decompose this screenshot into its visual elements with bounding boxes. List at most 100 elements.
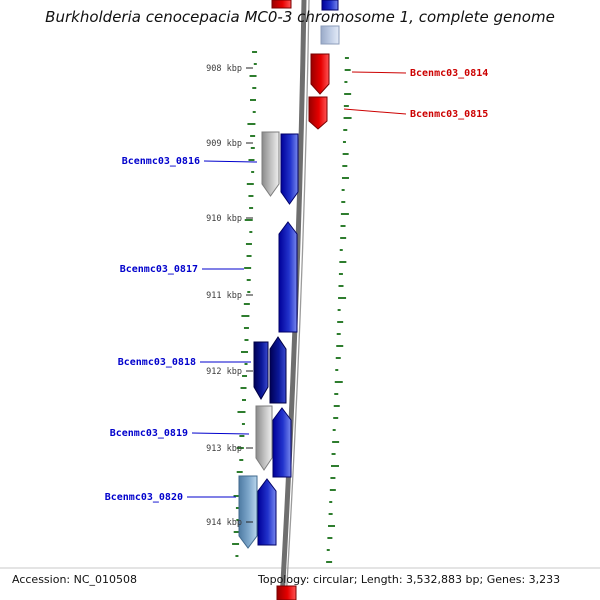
gene-arrow-unlabeled[interactable]: [261, 131, 280, 197]
gc-tick: [249, 231, 253, 233]
gc-tick: [244, 363, 248, 365]
gc-tick: [243, 303, 250, 305]
gene-label-Bcenmc03_0819[interactable]: Bcenmc03_0819: [110, 428, 188, 439]
gc-tick: [335, 369, 339, 371]
gc-tick: [336, 345, 344, 347]
gene-label-Bcenmc03_0816[interactable]: Bcenmc03_0816: [122, 156, 200, 167]
gene-label-leader: [343, 108, 407, 115]
ruler-label: 914 kbp: [206, 518, 242, 528]
gc-tick: [252, 87, 257, 89]
gc-tick: [330, 465, 339, 467]
gene-label-leader: [203, 160, 258, 163]
gene-label-leader: [191, 432, 250, 435]
gc-tick: [328, 513, 333, 515]
gc-tick: [246, 255, 252, 257]
gc-tick: [242, 399, 246, 401]
gene-callouts: Bcenmc03_0814 Bcenmc03_0815 Bcenmc03_0816 B…: [105, 68, 489, 503]
gc-tick: [340, 225, 346, 227]
gene-label-Bcenmc03_0814[interactable]: Bcenmc03_0814: [410, 68, 488, 79]
gene-arrow-unlabeled[interactable]: [276, 585, 297, 600]
gc-tick: [342, 141, 346, 143]
gc-tick: [241, 315, 250, 317]
ruler-label: 911 kbp: [206, 291, 242, 301]
gc-tick: [244, 339, 249, 341]
gc-tick: [252, 51, 258, 53]
gc-tick: [341, 177, 349, 179]
gene-arrow-unlabeled[interactable]: [271, 0, 292, 9]
gene-arrows: [238, 0, 340, 600]
gene-arrow-Bcenmc03_0818[interactable]: [253, 341, 269, 400]
gene-arrow-Bcenmc03_0814[interactable]: [310, 53, 330, 95]
gc-tick: [235, 555, 239, 557]
gc-tick: [327, 537, 333, 539]
gene-arrow-Bcenmc03_0817[interactable]: [278, 221, 298, 333]
gene-label-leader: [351, 71, 407, 74]
gc-tick: [246, 279, 251, 281]
gc-tick: [249, 207, 254, 209]
gene-arrow-Bcenmc03_0819[interactable]: [272, 407, 292, 478]
topology-status-text: Topology: circular; Length: 3,532,883 bp…: [258, 573, 561, 586]
gc-tick: [338, 273, 343, 275]
gc-tick: [236, 447, 244, 449]
gene-arrow-unlabeled[interactable]: [320, 25, 340, 45]
gc-content-track-right: [326, 57, 352, 563]
gc-tick: [340, 213, 349, 215]
gene-arrow-Bcenmc03_0816[interactable]: [280, 133, 299, 205]
gc-content-track-left: [232, 51, 258, 557]
gc-tick: [343, 129, 348, 131]
gc-tick: [239, 435, 245, 437]
gc-tick: [237, 411, 246, 413]
gc-tick: [338, 285, 344, 287]
gc-tick: [335, 357, 341, 359]
gene-label-Bcenmc03_0815[interactable]: Bcenmc03_0815: [410, 109, 488, 120]
gc-tick: [333, 405, 340, 407]
gc-tick: [242, 375, 248, 377]
gene-arrow-Bcenmc03_0820[interactable]: [238, 475, 258, 549]
gene-arrow-unlabeled[interactable]: [269, 336, 287, 404]
gc-tick: [247, 291, 251, 293]
page-title: Burkholderia cenocepacia MC0-3 chromosom…: [45, 8, 555, 26]
gc-tick: [341, 201, 346, 203]
gene-arrow-unlabeled[interactable]: [257, 478, 277, 546]
gene-arrow-unlabeled[interactable]: [255, 405, 273, 471]
gc-tick: [344, 57, 349, 59]
gc-tick: [245, 243, 252, 245]
gc-tick: [336, 333, 341, 335]
gc-tick: [241, 351, 249, 353]
gc-tick: [244, 219, 253, 221]
gc-tick: [342, 153, 349, 155]
gc-tick: [338, 297, 347, 299]
accession-status-text: Accession: NC_010508: [12, 573, 138, 586]
gene-arrow-Bcenmc03_0815[interactable]: [308, 96, 328, 130]
ruler-label: 908 kbp: [206, 64, 242, 74]
gc-tick: [250, 99, 256, 101]
gene-arrow-unlabeled[interactable]: [321, 0, 339, 11]
gc-tick: [328, 525, 336, 527]
gc-tick: [233, 495, 242, 497]
ruler-label: 912 kbp: [206, 367, 242, 377]
gc-tick: [344, 81, 348, 83]
gc-tick: [339, 261, 347, 263]
gc-tick: [341, 189, 345, 191]
gc-tick: [340, 237, 347, 239]
gc-tick: [339, 249, 343, 251]
gene-label-Bcenmc03_0817[interactable]: Bcenmc03_0817: [120, 264, 198, 275]
gc-tick: [239, 459, 244, 461]
gc-tick: [240, 387, 247, 389]
gene-label-Bcenmc03_0818[interactable]: Bcenmc03_0818: [118, 357, 196, 368]
gc-tick: [343, 117, 352, 119]
gc-tick: [244, 267, 252, 269]
gc-tick: [253, 63, 257, 65]
gc-tick: [250, 135, 256, 137]
gc-tick: [232, 543, 240, 545]
gc-tick: [246, 183, 254, 185]
gc-tick: [248, 159, 255, 161]
gc-tick: [333, 417, 339, 419]
backbone-inner-line: [285, 0, 310, 600]
gene-label-Bcenmc03_0820[interactable]: Bcenmc03_0820: [105, 492, 183, 503]
ruler-label: 909 kbp: [206, 139, 242, 149]
gc-tick: [236, 519, 241, 521]
ruler: 908 kbp 909 kbp 910 kbp 911 kbp 912 kbp 913 k…: [206, 64, 253, 528]
gc-tick: [235, 507, 241, 509]
